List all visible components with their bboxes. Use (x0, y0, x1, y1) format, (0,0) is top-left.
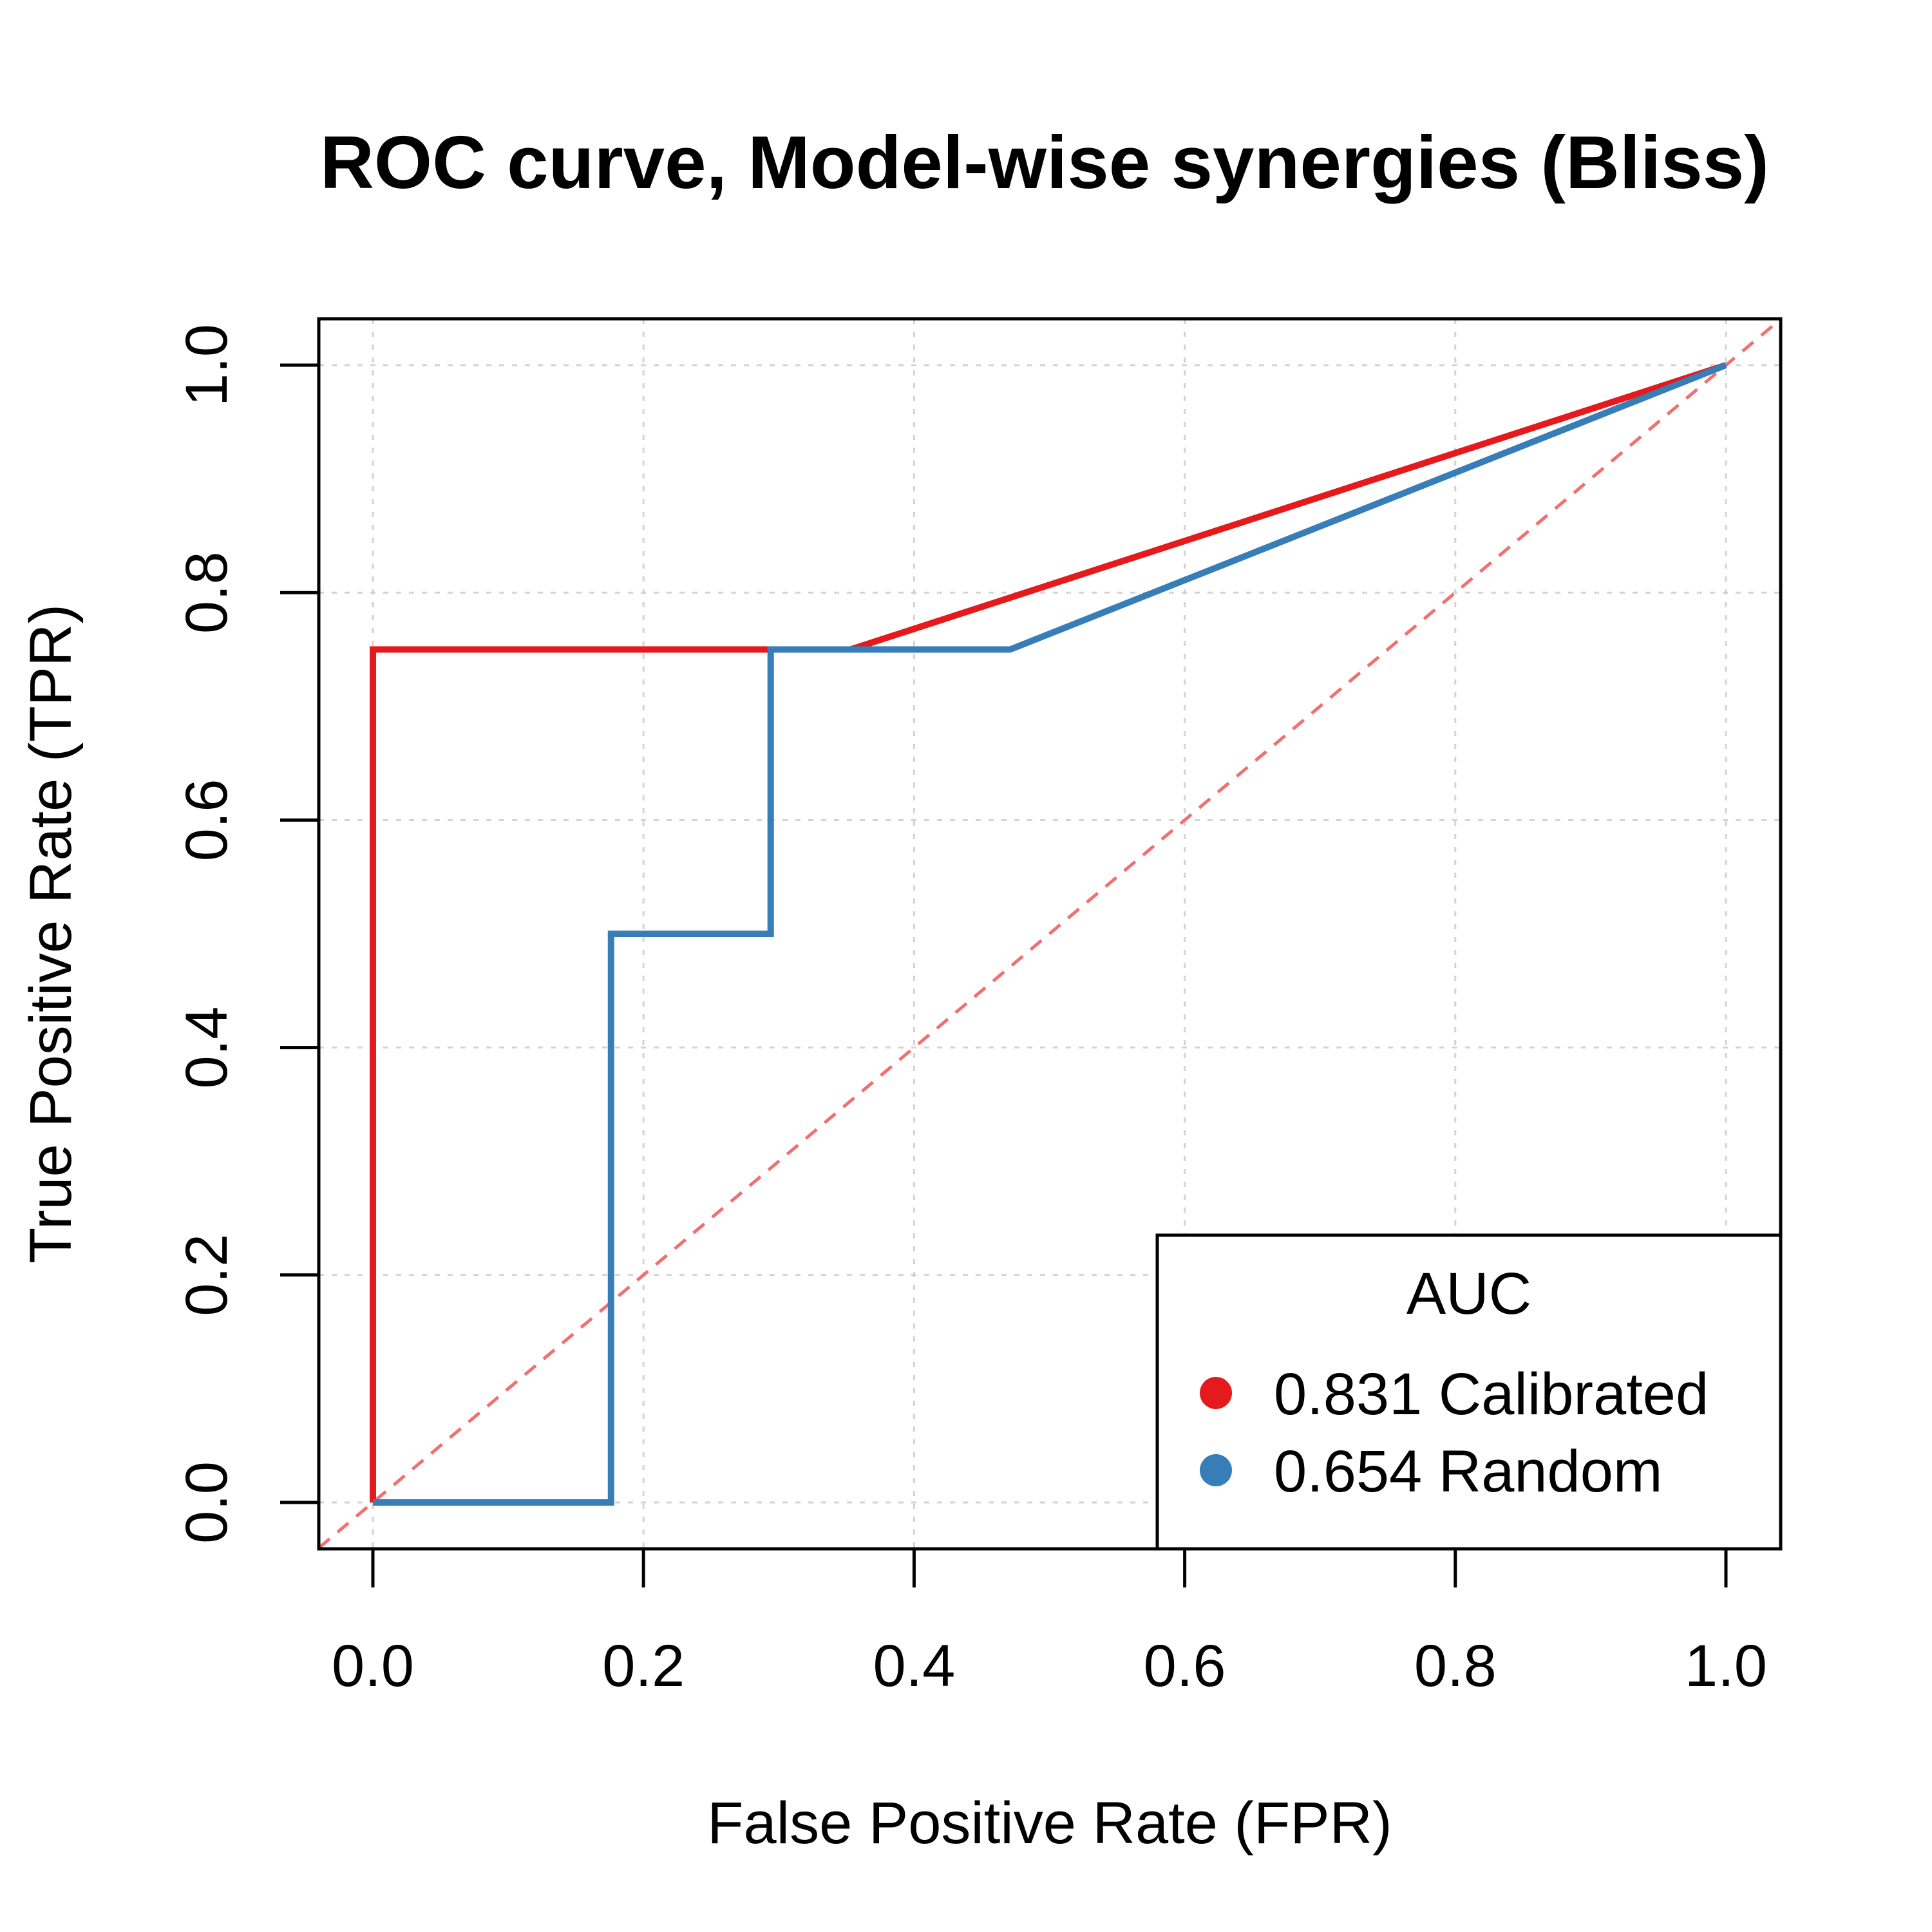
reference-line-layer (317, 317, 1782, 1549)
y-axis: 0.0 0.2 0.4 0.6 0.8 1.0 (174, 324, 321, 1544)
x-tick-label-0: 0.0 (332, 1633, 414, 1699)
x-tick-label-1: 0.2 (602, 1633, 685, 1699)
series-layer (370, 362, 1727, 1506)
series-line-random (373, 362, 1727, 1506)
legend-box (1155, 1233, 1783, 1551)
x-tick-label-5: 1.0 (1685, 1633, 1767, 1699)
y-tick-label-5: 1.0 (174, 324, 240, 406)
y-tick-label-4: 0.8 (174, 551, 240, 634)
chart-title: ROC curve, Model-wise synergies (Bliss) (320, 120, 1769, 204)
x-axis-label: False Positive Rate (FPR) (707, 1790, 1392, 1856)
x-tick-label-3: 0.6 (1144, 1633, 1226, 1699)
y-axis-label: True Positive Rate (TPR) (18, 604, 84, 1264)
legend: AUC 0.831 Calibrated 0.654 Random (1155, 1233, 1783, 1551)
y-tick-label-2: 0.4 (174, 1007, 240, 1089)
legend-label-1: 0.654 Random (1274, 1439, 1663, 1504)
series-line-calibrated (370, 362, 1727, 1502)
legend-marker-0 (1200, 1377, 1232, 1409)
x-tick-label-2: 0.4 (873, 1633, 955, 1699)
legend-title: AUC (1406, 1261, 1531, 1327)
y-tick-label-0: 0.0 (174, 1461, 240, 1544)
y-tick-label-1: 0.2 (174, 1234, 240, 1316)
reference-diagonal-line (317, 317, 1782, 1549)
y-tick-label-3: 0.6 (174, 779, 240, 861)
legend-label-0: 0.831 Calibrated (1274, 1361, 1709, 1427)
x-tick-label-4: 0.8 (1414, 1633, 1497, 1699)
legend-marker-1 (1200, 1454, 1232, 1486)
